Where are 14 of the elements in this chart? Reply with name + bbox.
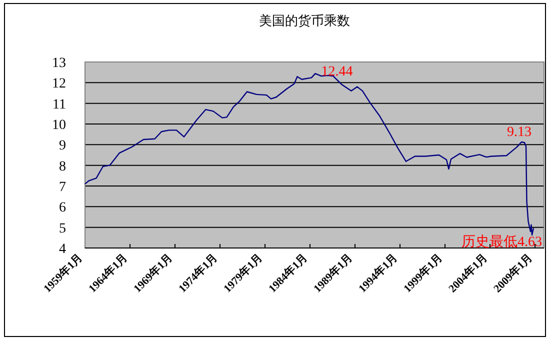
annotation: 历史最低4.63 (462, 234, 542, 250)
y-tick-label: 9 (59, 138, 66, 154)
y-tick-label: 10 (52, 118, 66, 133)
y-tick-label: 8 (59, 159, 66, 174)
y-tick-label: 11 (52, 97, 66, 112)
y-tick-label: 6 (59, 200, 66, 216)
y-tick-label: 12 (52, 76, 66, 92)
annotation: 9.13 (507, 124, 532, 140)
annotation: 12.44 (321, 64, 353, 80)
y-tick-label: 7 (59, 180, 66, 195)
y-tick-label: 13 (52, 56, 66, 71)
chart-title: 美国的货币乘数 (259, 13, 350, 28)
y-tick-label: 4 (59, 242, 66, 257)
y-tick-label: 5 (59, 221, 66, 236)
